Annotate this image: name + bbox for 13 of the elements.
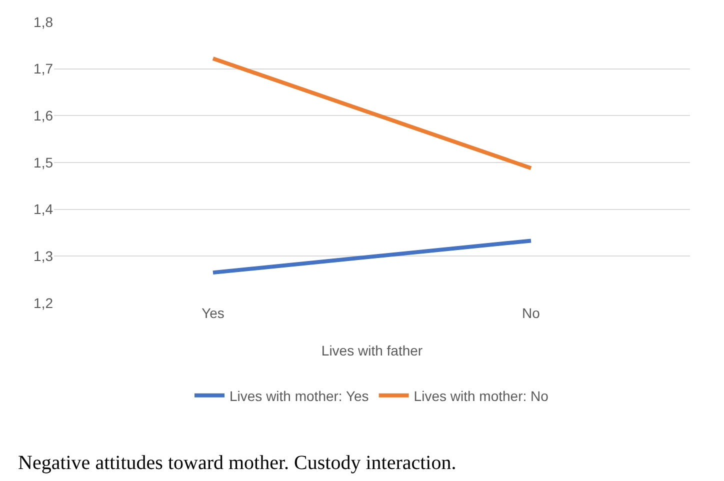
legend-label: Lives with mother: Yes — [230, 388, 369, 404]
text: Negative attitudes toward mother. Custody interaction. — [18, 452, 456, 474]
y-tick-label: 1,3 — [34, 248, 54, 264]
y-tick-label: 1,6 — [34, 108, 54, 124]
y-tick-label: 1,8 — [34, 14, 54, 30]
x-tick-label: No — [522, 305, 540, 321]
y-tick-label: 1,7 — [34, 60, 54, 77]
y-tick-label: 1,4 — [34, 201, 54, 218]
x-axis-title: Lives with father — [321, 342, 423, 358]
x-tick-label: Yes — [202, 305, 224, 321]
y-tick-label: 1,5 — [34, 154, 54, 170]
legend-label: Lives with mother: No — [414, 388, 549, 404]
y-tick-label: 1,2 — [34, 294, 54, 311]
